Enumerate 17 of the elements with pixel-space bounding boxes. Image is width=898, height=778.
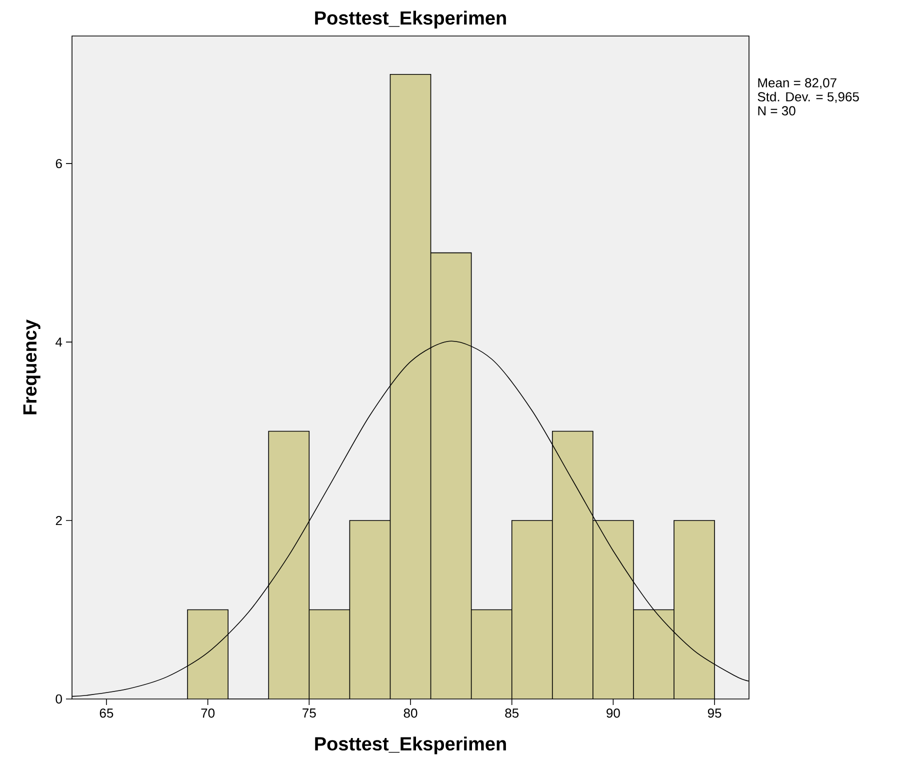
x-tick-label: 95 <box>708 708 722 718</box>
text: Mean = 82,07 <box>758 78 836 89</box>
chart-title: Posttest_Eksperimen <box>315 10 506 28</box>
y-tick-label: 6 <box>56 158 62 168</box>
x-tick-label: 90 <box>606 708 620 718</box>
y-tick-label: 4 <box>56 338 62 347</box>
y-tick-label: 0 <box>56 694 62 704</box>
text: N = 30 <box>758 106 796 116</box>
text: Std. Dev. = 5,965 <box>758 92 859 103</box>
x-tick-label: 65 <box>100 708 114 718</box>
x-axis-title: Posttest_Eksperimen <box>315 736 506 754</box>
x-tick-label: 80 <box>404 708 418 718</box>
x-tick-label: 70 <box>201 708 215 718</box>
x-tick-label: 75 <box>302 708 316 718</box>
y-tick-label: 2 <box>56 516 62 526</box>
x-tick-label: 85 <box>505 708 519 718</box>
y-axis-title: Frequency <box>23 320 40 414</box>
